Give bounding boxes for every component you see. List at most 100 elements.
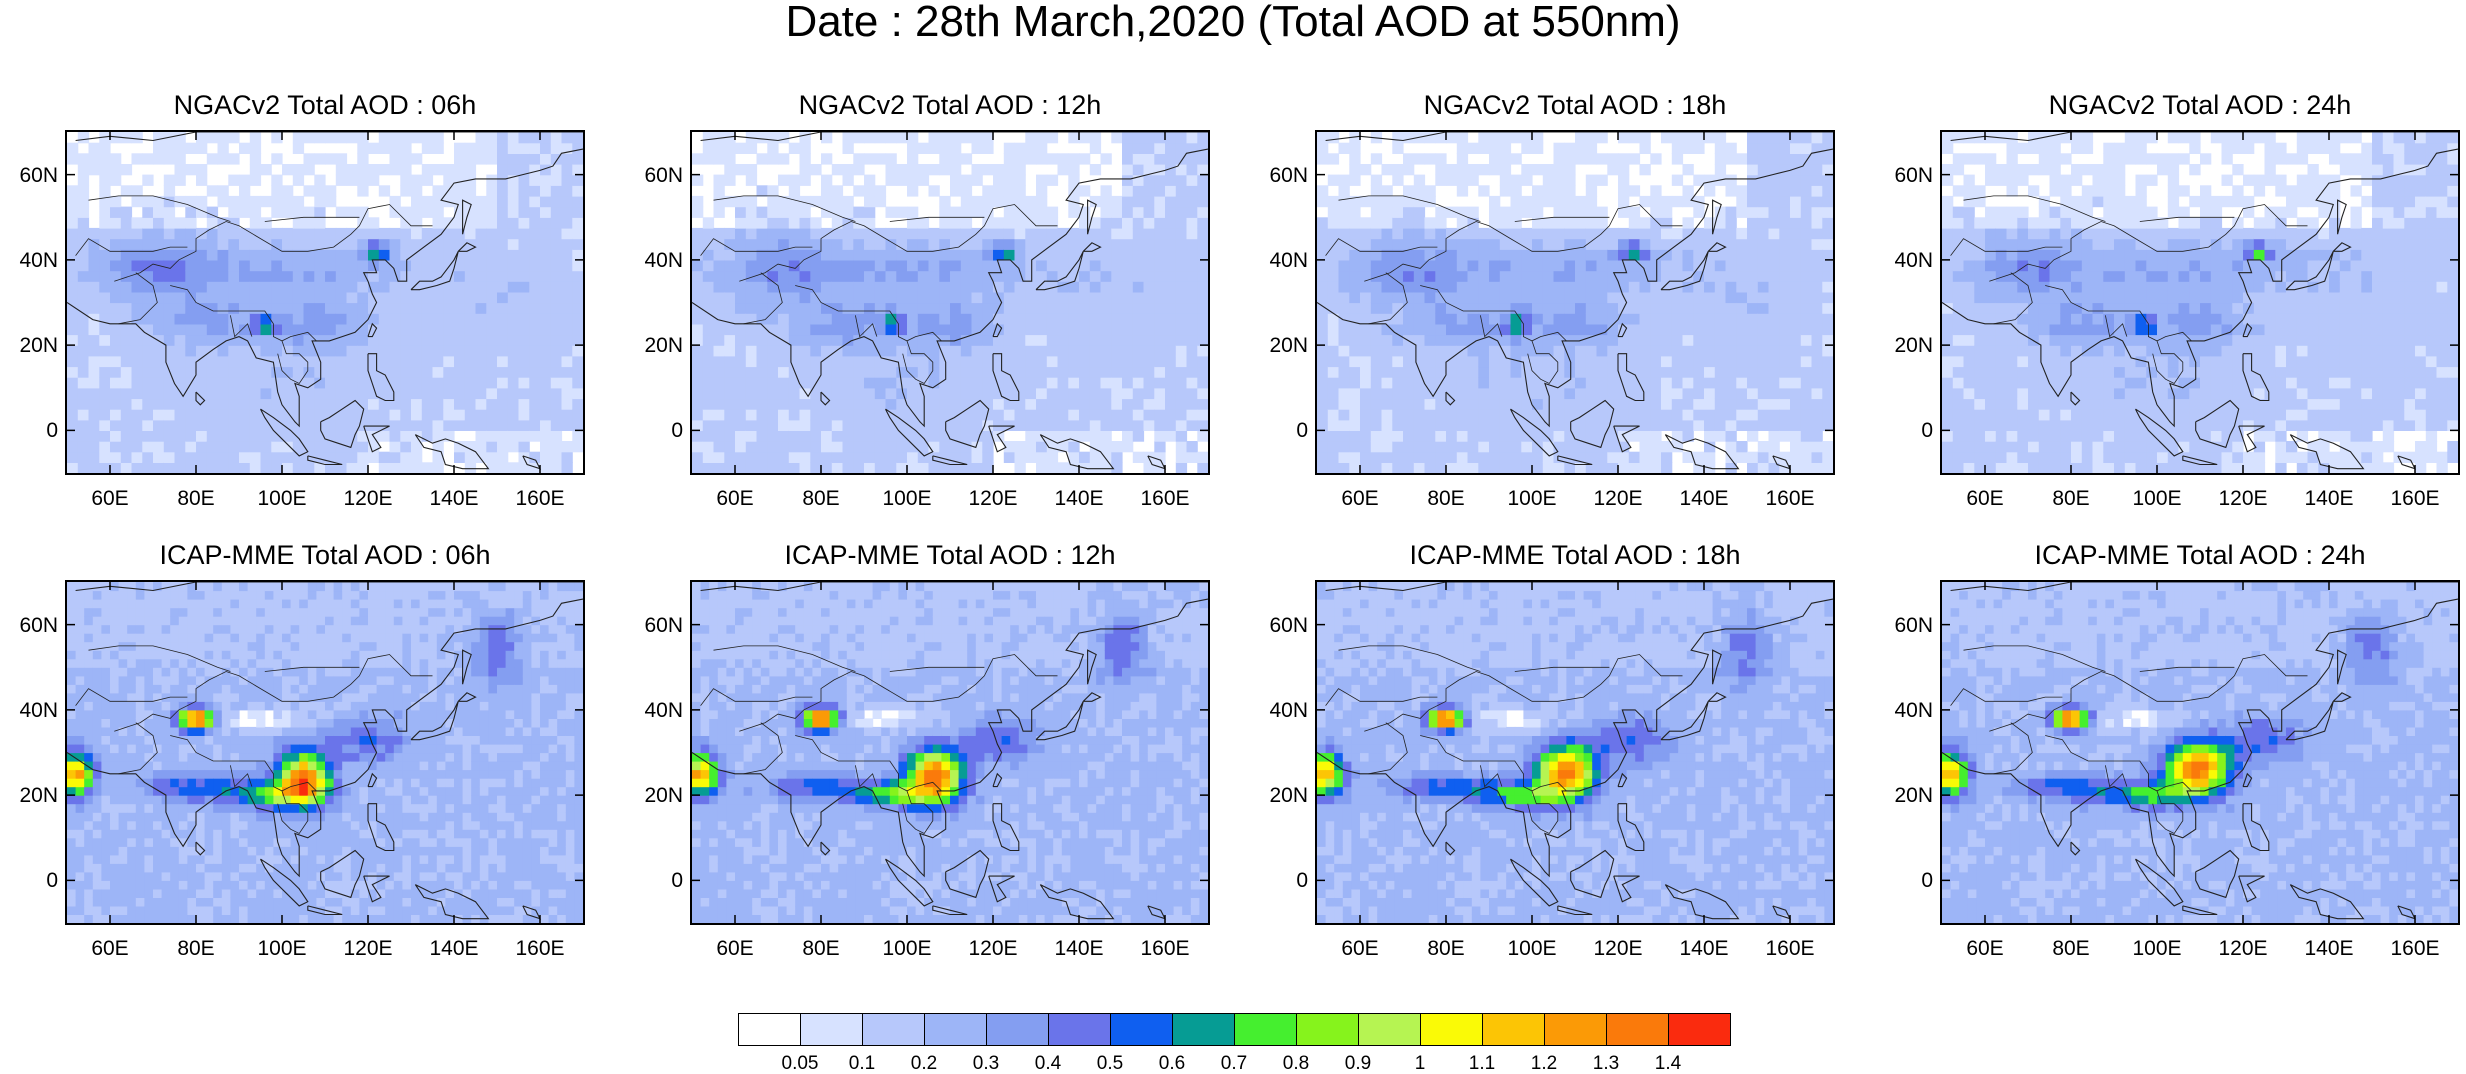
colorbar-label: 0.05 [770,1054,830,1073]
panel-title: NGACv2 Total AOD : 24h [1940,90,2460,120]
map-frame [65,130,585,475]
map-frame [690,580,1210,925]
colorbar-swatch [862,1013,925,1046]
lat-tick-label: 40N [1883,700,1933,721]
lon-tick-label: 60E [1325,488,1395,509]
aod-colorbar [738,1013,1731,1046]
panel-title: NGACv2 Total AOD : 12h [690,90,1210,120]
map-frame [1940,130,2460,475]
panel-title: NGACv2 Total AOD : 18h [1315,90,1835,120]
colorbar-swatch [738,1013,801,1046]
lon-tick-label: 100E [247,938,317,959]
lon-tick-label: 100E [872,488,942,509]
lon-tick-label: 160E [1130,488,1200,509]
map-frame [65,580,585,925]
colorbar-swatch [986,1013,1049,1046]
lon-tick-label: 160E [1130,938,1200,959]
colorbar-swatch [800,1013,863,1046]
lon-tick-label: 100E [1497,488,1567,509]
lon-tick-label: 60E [700,938,770,959]
colorbar-label: 0.2 [894,1054,954,1073]
colorbar-label: 0.1 [832,1054,892,1073]
lat-tick-label: 60N [1258,615,1308,636]
axis-ticks [1317,132,1833,473]
lat-tick-label: 20N [633,335,683,356]
lat-tick-label: 20N [1883,785,1933,806]
lon-tick-label: 140E [419,938,489,959]
colorbar-swatch [1606,1013,1669,1046]
lat-tick-label: 60N [633,615,683,636]
lon-tick-label: 120E [1583,488,1653,509]
colorbar-label: 0.7 [1204,1054,1264,1073]
panel-title: ICAP-MME Total AOD : 24h [1940,540,2460,570]
lon-tick-label: 80E [2036,488,2106,509]
lon-tick-label: 140E [2294,488,2364,509]
map-frame [690,130,1210,475]
lon-tick-label: 160E [1755,938,1825,959]
lat-tick-label: 0 [8,870,58,891]
lon-tick-label: 80E [161,488,231,509]
lon-tick-label: 140E [2294,938,2364,959]
map-frame [1315,130,1835,475]
lon-tick-label: 160E [505,488,575,509]
lon-tick-label: 60E [1325,938,1395,959]
axis-ticks [692,132,1208,473]
lon-tick-label: 60E [75,938,145,959]
axis-ticks [1317,582,1833,923]
lat-tick-label: 60N [8,165,58,186]
lat-tick-label: 60N [1883,615,1933,636]
lat-tick-label: 0 [633,870,683,891]
lon-tick-label: 140E [1044,938,1114,959]
lat-tick-label: 20N [1883,335,1933,356]
lat-tick-label: 40N [1258,700,1308,721]
lat-tick-label: 40N [633,700,683,721]
lon-tick-label: 140E [1044,488,1114,509]
colorbar-label: 1.1 [1452,1054,1512,1073]
lat-tick-label: 0 [1883,870,1933,891]
lon-tick-label: 120E [958,938,1028,959]
lat-tick-label: 60N [1883,165,1933,186]
colorbar-swatch [1482,1013,1545,1046]
colorbar-swatch [1296,1013,1359,1046]
lat-tick-label: 20N [1258,335,1308,356]
colorbar-label: 0.5 [1080,1054,1140,1073]
lon-tick-label: 100E [2122,488,2192,509]
lon-tick-label: 60E [1950,938,2020,959]
lon-tick-label: 140E [419,488,489,509]
lon-tick-label: 120E [2208,488,2278,509]
colorbar-swatch [924,1013,987,1046]
lat-tick-label: 20N [8,335,58,356]
lon-tick-label: 100E [2122,938,2192,959]
map-frame [1940,580,2460,925]
lat-tick-label: 20N [8,785,58,806]
lat-tick-label: 60N [633,165,683,186]
lon-tick-label: 160E [2380,938,2450,959]
colorbar-label: 0.8 [1266,1054,1326,1073]
colorbar-label: 1 [1390,1054,1450,1073]
colorbar-swatch [1420,1013,1483,1046]
lat-tick-label: 0 [1258,420,1308,441]
lon-tick-label: 100E [872,938,942,959]
lon-tick-label: 100E [1497,938,1567,959]
lat-tick-label: 40N [1883,250,1933,271]
lon-tick-label: 120E [2208,938,2278,959]
lon-tick-label: 120E [1583,938,1653,959]
colorbar-label: 0.9 [1328,1054,1388,1073]
lat-tick-label: 40N [1258,250,1308,271]
lon-tick-label: 80E [1411,938,1481,959]
lon-tick-label: 140E [1669,938,1739,959]
lon-tick-label: 140E [1669,488,1739,509]
colorbar-label: 1.2 [1514,1054,1574,1073]
colorbar-swatch [1048,1013,1111,1046]
lat-tick-label: 0 [8,420,58,441]
colorbar-swatch [1172,1013,1235,1046]
lon-tick-label: 80E [786,488,856,509]
lon-tick-label: 80E [786,938,856,959]
